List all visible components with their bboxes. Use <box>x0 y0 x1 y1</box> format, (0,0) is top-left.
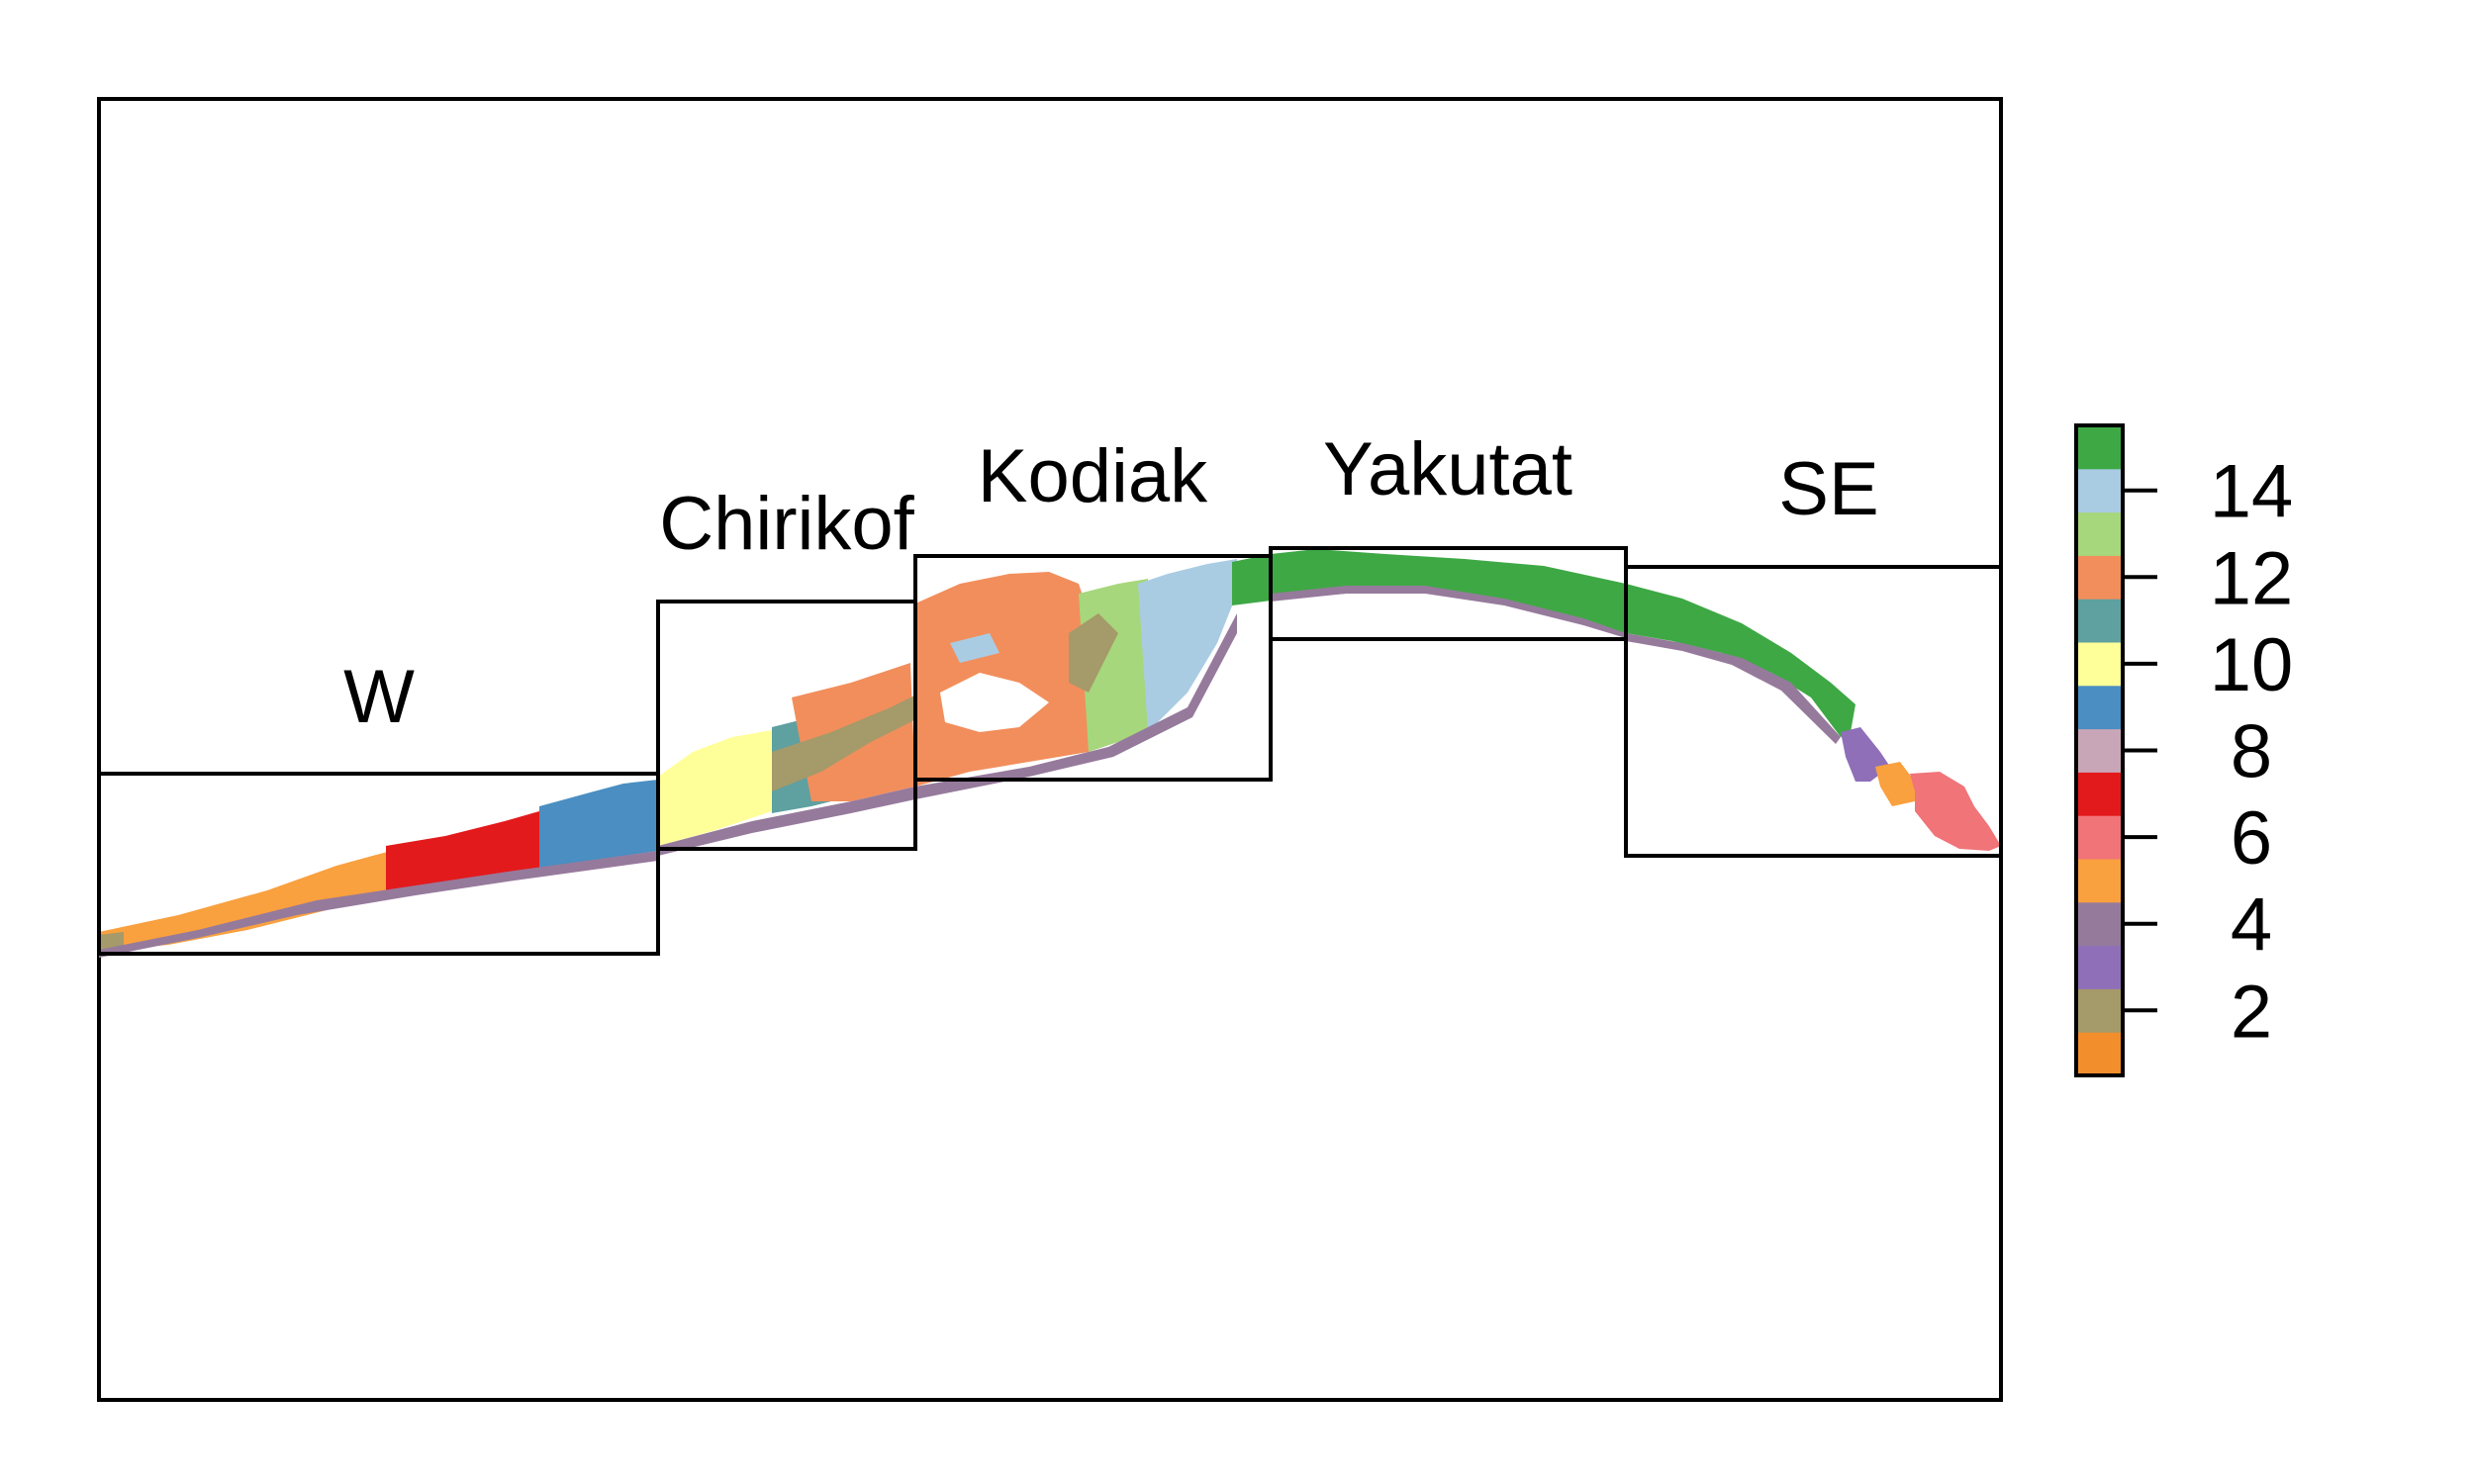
region-label-se: SE <box>1778 447 1878 531</box>
legend-tick-label: 14 <box>2210 450 2294 534</box>
habitat-patch <box>99 851 391 952</box>
habitat-patch <box>658 787 915 856</box>
legend-swatch-4 <box>2076 901 2123 947</box>
legend-swatch-13 <box>2076 511 2123 556</box>
habitat-patch <box>1875 762 1915 806</box>
region-label-w: W <box>343 655 415 739</box>
legend-tick-label: 2 <box>2231 970 2272 1054</box>
habitat-patch <box>915 613 1237 799</box>
legend-tick-label: 4 <box>2231 883 2272 968</box>
habitat-patch <box>539 780 658 871</box>
habitat-patch <box>1626 633 1841 744</box>
legend-swatch-7 <box>2076 772 2123 816</box>
habitat-patch <box>1271 586 1626 638</box>
legend-swatch-5 <box>2076 859 2123 903</box>
region-boxes <box>97 546 2003 956</box>
legend-swatch-12 <box>2076 555 2123 600</box>
legend-swatch-2 <box>2076 988 2123 1033</box>
legend-swatch-9 <box>2076 685 2123 730</box>
region-box-w <box>97 772 660 956</box>
legend-tick-label: 10 <box>2210 623 2294 707</box>
region-box-se <box>1624 565 2003 858</box>
region-box-kodiak <box>913 554 1273 782</box>
habitat-patch <box>1069 613 1118 693</box>
region-label-chirikof: Chirikof <box>659 482 914 566</box>
habitat-patch <box>772 693 920 791</box>
habitat-patch <box>1138 559 1237 732</box>
habitat-patch <box>658 730 772 846</box>
habitat-patch <box>1910 772 2001 851</box>
habitat-raster <box>99 549 2001 958</box>
habitat-patch <box>940 673 1049 732</box>
habitat-patch <box>99 851 658 958</box>
region-label-yakutat: Yakutat <box>1323 427 1572 511</box>
legend-tick-label: 8 <box>2231 710 2272 794</box>
legend-tick-label: 6 <box>2231 796 2272 881</box>
region-label-kodiak: Kodiak <box>978 434 1208 518</box>
legend-swatch-8 <box>2076 728 2123 773</box>
legend-swatch-3 <box>2076 945 2123 989</box>
legend-swatch-11 <box>2076 599 2123 643</box>
habitat-patch <box>915 572 1098 787</box>
legend-tick-label: 12 <box>2210 536 2294 620</box>
legend-swatch-10 <box>2076 642 2123 687</box>
legend-swatch-14 <box>2076 468 2123 513</box>
legend-swatch-15 <box>2076 425 2123 470</box>
legend-swatch-6 <box>2076 815 2123 860</box>
legend-swatch-1 <box>2076 1032 2123 1076</box>
habitat-patch <box>950 633 999 663</box>
legend-colorbar <box>2074 423 2125 1077</box>
